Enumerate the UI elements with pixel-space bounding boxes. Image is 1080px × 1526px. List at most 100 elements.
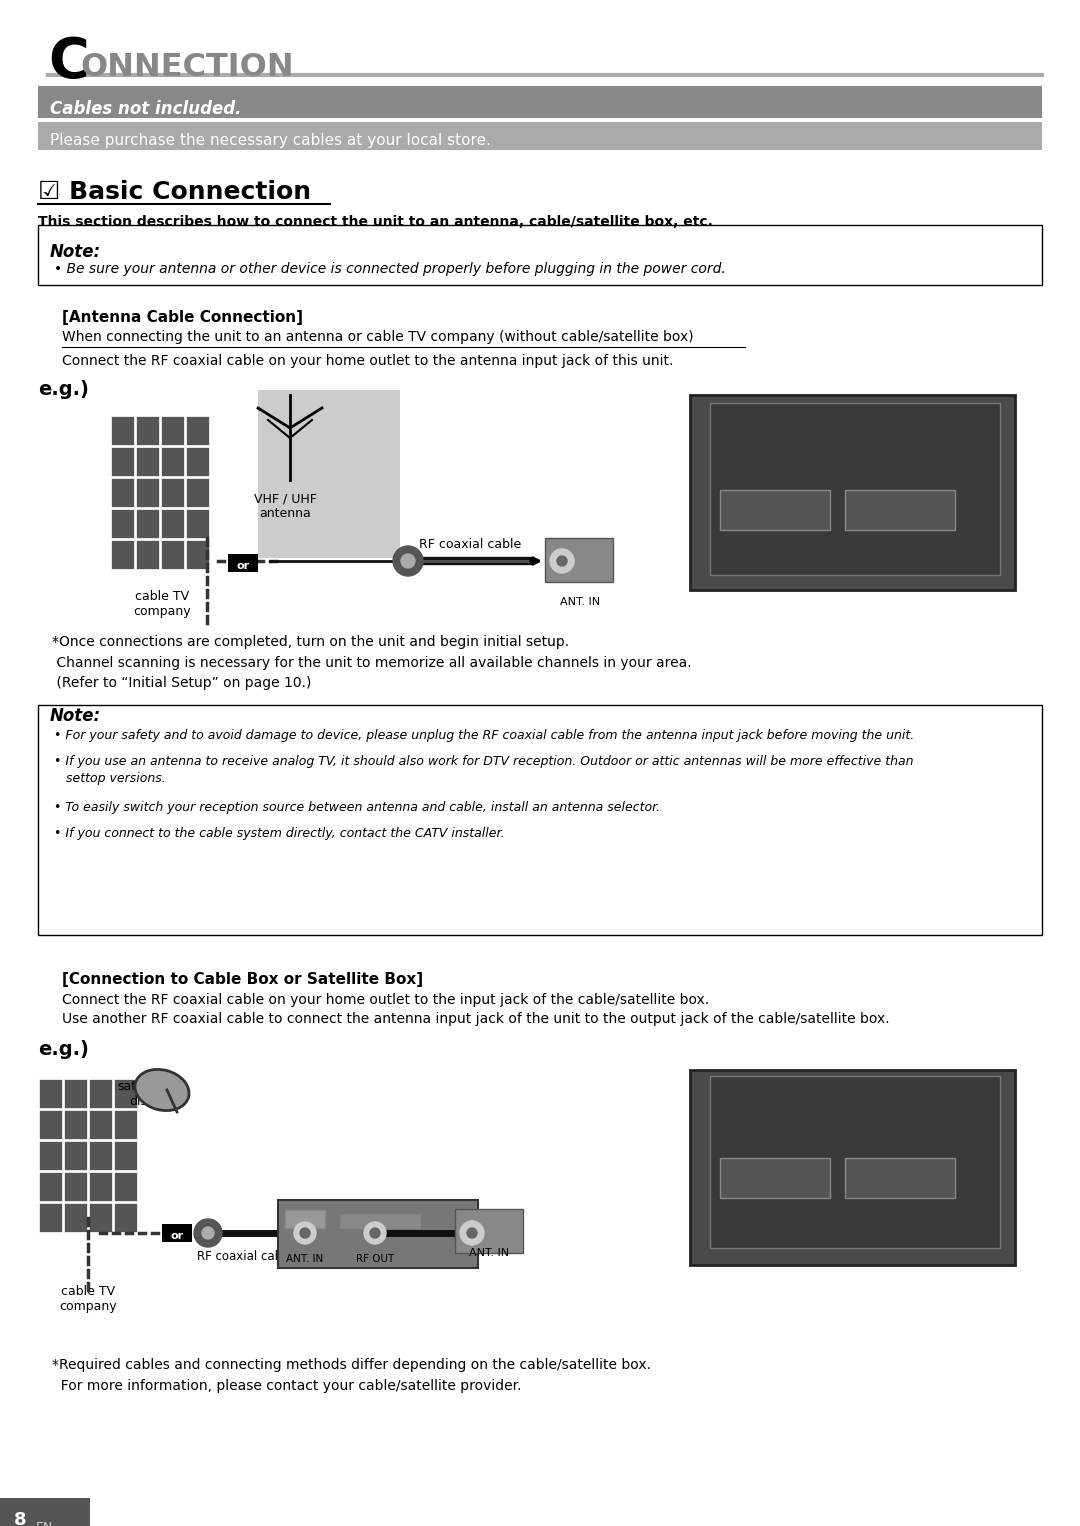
Text: e.g.): e.g.) bbox=[38, 380, 89, 398]
Text: or: or bbox=[171, 1231, 184, 1241]
FancyBboxPatch shape bbox=[690, 395, 1015, 591]
FancyBboxPatch shape bbox=[39, 1202, 62, 1231]
Text: cable TV
company: cable TV company bbox=[59, 1285, 117, 1312]
Text: *Required cables and connecting methods differ depending on the cable/satellite : *Required cables and connecting methods … bbox=[52, 1358, 651, 1393]
FancyBboxPatch shape bbox=[720, 490, 831, 530]
Text: When connecting the unit to an antenna or cable TV company (without cable/satell: When connecting the unit to an antenna o… bbox=[62, 330, 693, 343]
Text: Note:: Note: bbox=[50, 707, 102, 725]
FancyBboxPatch shape bbox=[64, 1202, 87, 1231]
FancyBboxPatch shape bbox=[89, 1109, 112, 1138]
FancyBboxPatch shape bbox=[228, 554, 258, 572]
Text: EN: EN bbox=[36, 1521, 53, 1526]
FancyBboxPatch shape bbox=[89, 1172, 112, 1201]
FancyBboxPatch shape bbox=[114, 1141, 137, 1170]
FancyBboxPatch shape bbox=[136, 540, 159, 569]
Text: • If you use an antenna to receive analog TV, it should also work for DTV recept: • If you use an antenna to receive analo… bbox=[54, 755, 914, 784]
FancyBboxPatch shape bbox=[111, 417, 134, 446]
Text: Note:: Note: bbox=[50, 243, 102, 261]
FancyBboxPatch shape bbox=[720, 1158, 831, 1198]
Circle shape bbox=[550, 549, 573, 572]
Circle shape bbox=[370, 1228, 380, 1238]
Text: Please purchase the necessary cables at your local store.: Please purchase the necessary cables at … bbox=[50, 133, 491, 148]
Circle shape bbox=[194, 1219, 222, 1247]
FancyBboxPatch shape bbox=[64, 1172, 87, 1201]
Circle shape bbox=[401, 554, 415, 568]
Text: Cables not included.: Cables not included. bbox=[50, 101, 242, 118]
Circle shape bbox=[467, 1228, 477, 1238]
FancyBboxPatch shape bbox=[89, 1141, 112, 1170]
FancyBboxPatch shape bbox=[136, 510, 159, 539]
FancyBboxPatch shape bbox=[845, 1158, 955, 1198]
FancyBboxPatch shape bbox=[38, 122, 1042, 150]
Text: • If you connect to the cable system directly, contact the CATV installer.: • If you connect to the cable system dir… bbox=[54, 827, 504, 839]
Text: RF coaxial cable: RF coaxial cable bbox=[373, 1250, 468, 1264]
Text: ONNECTION: ONNECTION bbox=[80, 52, 294, 82]
FancyBboxPatch shape bbox=[186, 510, 210, 539]
FancyBboxPatch shape bbox=[111, 510, 134, 539]
FancyBboxPatch shape bbox=[186, 447, 210, 476]
Circle shape bbox=[202, 1227, 214, 1239]
FancyBboxPatch shape bbox=[64, 1079, 87, 1108]
FancyBboxPatch shape bbox=[186, 478, 210, 507]
FancyBboxPatch shape bbox=[111, 478, 134, 507]
Text: • Be sure your antenna or other device is connected properly before plugging in : • Be sure your antenna or other device i… bbox=[54, 262, 726, 276]
Text: Use another RF coaxial cable to connect the antenna input jack of the unit to th: Use another RF coaxial cable to connect … bbox=[62, 1012, 890, 1025]
FancyBboxPatch shape bbox=[64, 1141, 87, 1170]
Text: *Once connections are completed, turn on the unit and begin initial setup.
 Chan: *Once connections are completed, turn on… bbox=[52, 635, 691, 690]
Text: satellite
dish: satellite dish bbox=[117, 1080, 167, 1108]
Text: • For your safety and to avoid damage to device, please unplug the RF coaxial ca: • For your safety and to avoid damage to… bbox=[54, 729, 915, 742]
Circle shape bbox=[294, 1222, 316, 1244]
Circle shape bbox=[300, 1228, 310, 1238]
Text: [Connection to Cable Box or Satellite Box]: [Connection to Cable Box or Satellite Bo… bbox=[62, 972, 423, 987]
FancyBboxPatch shape bbox=[455, 1209, 523, 1253]
FancyBboxPatch shape bbox=[64, 1109, 87, 1138]
Text: cable TV
company: cable TV company bbox=[133, 591, 191, 618]
Text: This section describes how to connect the unit to an antenna, cable/satellite bo: This section describes how to connect th… bbox=[38, 215, 713, 229]
FancyBboxPatch shape bbox=[340, 1215, 420, 1228]
FancyBboxPatch shape bbox=[161, 510, 184, 539]
Text: cable/satellite box: cable/satellite box bbox=[321, 1215, 435, 1228]
FancyBboxPatch shape bbox=[710, 403, 1000, 575]
Text: e.g.): e.g.) bbox=[38, 1041, 89, 1059]
FancyBboxPatch shape bbox=[161, 447, 184, 476]
FancyBboxPatch shape bbox=[278, 1199, 478, 1268]
Circle shape bbox=[557, 555, 567, 566]
Text: Connect the RF coaxial cable on your home outlet to the antenna input jack of th: Connect the RF coaxial cable on your hom… bbox=[62, 354, 673, 368]
Text: RF coaxial cable: RF coaxial cable bbox=[419, 539, 522, 551]
FancyBboxPatch shape bbox=[89, 1202, 112, 1231]
FancyBboxPatch shape bbox=[39, 1079, 62, 1108]
FancyBboxPatch shape bbox=[38, 224, 1042, 285]
Circle shape bbox=[393, 546, 423, 575]
FancyBboxPatch shape bbox=[285, 1210, 325, 1228]
Text: RF OUT: RF OUT bbox=[356, 1254, 394, 1264]
Text: VHF / UHF
antenna: VHF / UHF antenna bbox=[254, 491, 316, 520]
FancyBboxPatch shape bbox=[186, 417, 210, 446]
Text: ANT. IN: ANT. IN bbox=[559, 597, 600, 607]
Text: ☑ Basic Connection: ☑ Basic Connection bbox=[38, 180, 311, 204]
FancyBboxPatch shape bbox=[161, 478, 184, 507]
FancyBboxPatch shape bbox=[114, 1172, 137, 1201]
Circle shape bbox=[364, 1222, 386, 1244]
Ellipse shape bbox=[135, 1070, 189, 1111]
FancyBboxPatch shape bbox=[710, 1076, 1000, 1248]
FancyBboxPatch shape bbox=[114, 1202, 137, 1231]
FancyBboxPatch shape bbox=[111, 540, 134, 569]
FancyBboxPatch shape bbox=[136, 417, 159, 446]
FancyBboxPatch shape bbox=[89, 1079, 112, 1108]
FancyBboxPatch shape bbox=[38, 705, 1042, 935]
FancyBboxPatch shape bbox=[161, 417, 184, 446]
Text: or: or bbox=[237, 562, 249, 571]
Text: • To easily switch your reception source between antenna and cable, install an a: • To easily switch your reception source… bbox=[54, 801, 660, 813]
FancyBboxPatch shape bbox=[545, 539, 613, 581]
Text: C: C bbox=[48, 35, 89, 89]
Text: ANT. IN: ANT. IN bbox=[469, 1248, 509, 1257]
FancyBboxPatch shape bbox=[111, 447, 134, 476]
FancyBboxPatch shape bbox=[136, 478, 159, 507]
FancyBboxPatch shape bbox=[114, 1109, 137, 1138]
FancyBboxPatch shape bbox=[161, 540, 184, 569]
FancyBboxPatch shape bbox=[38, 85, 1042, 118]
Text: rear of this unit: rear of this unit bbox=[710, 1070, 807, 1083]
Circle shape bbox=[460, 1221, 484, 1245]
FancyBboxPatch shape bbox=[39, 1141, 62, 1170]
FancyBboxPatch shape bbox=[162, 1224, 192, 1242]
